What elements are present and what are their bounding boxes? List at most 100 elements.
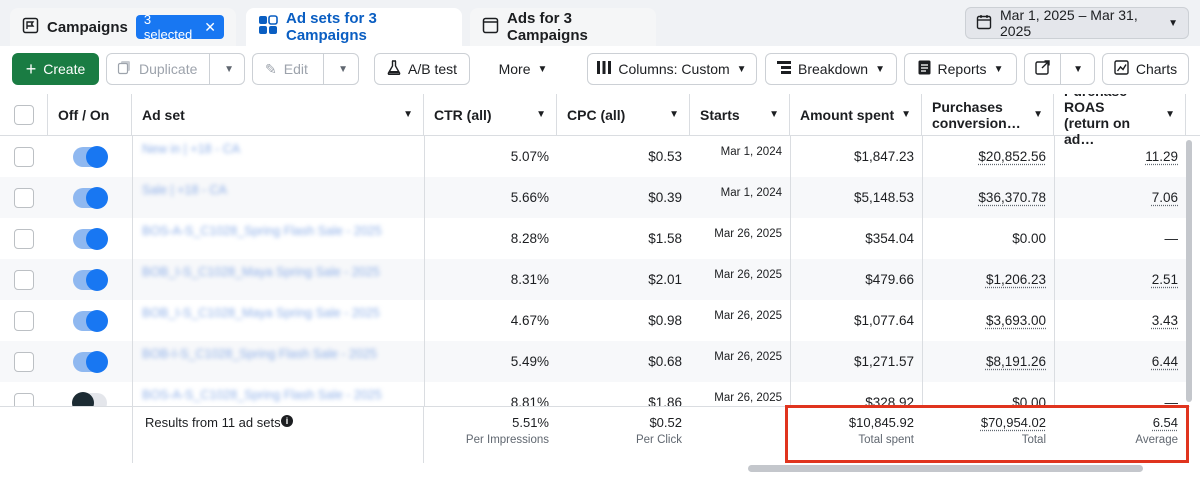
more-button[interactable]: More ▼ <box>478 53 568 85</box>
ad-set-name-link[interactable]: BOB-I-S_C1028_Spring Flash Sale - 2025 <box>142 347 377 361</box>
header-ctr-label: CTR (all) <box>434 107 492 123</box>
ad-set-name-link[interactable]: BOB_I-S_C1028_Maya Spring Sale - 2025 <box>142 265 380 279</box>
toggle-knob <box>86 186 108 209</box>
delivery-toggle[interactable] <box>73 268 108 291</box>
copy-icon <box>117 60 132 78</box>
ad-set-name-cell: BOB-I-S_C1028_Spring Flash Sale - 2025 <box>132 341 424 382</box>
row-checkbox[interactable] <box>14 269 34 290</box>
summary-roas-value[interactable]: 6.54 <box>1152 415 1178 430</box>
tab-ad-sets[interactable]: Ad sets for 3 Campaigns <box>246 8 462 46</box>
purchase-roas-value[interactable]: — <box>1164 231 1179 246</box>
purchase-roas-value[interactable]: 3.43 <box>1151 313 1178 328</box>
select-all-checkbox[interactable] <box>13 105 34 125</box>
table-row[interactable]: BOB_I-S_C1028_Maya Spring Sale - 2025 4.6… <box>0 300 1190 341</box>
purchase-roas-value[interactable]: 11.29 <box>1145 149 1178 164</box>
delivery-toggle[interactable] <box>73 186 108 209</box>
header-ctr[interactable]: CTR (all) ▼ <box>424 94 557 136</box>
sort-icon[interactable]: ▼ <box>769 109 779 120</box>
selected-badge[interactable]: 3 selected ✕ <box>135 12 224 42</box>
chevron-down-icon: ▼ <box>875 63 885 75</box>
pencil-icon: ✎ <box>265 60 277 77</box>
row-select-cell <box>0 259 48 300</box>
table-row[interactable]: BOB-I-S_C1028_Spring Flash Sale - 2025 5.… <box>0 341 1190 382</box>
export-button[interactable]: ▼ <box>1024 53 1095 85</box>
calendar-icon <box>976 14 992 33</box>
purchase-roas-value[interactable]: 2.51 <box>1151 272 1178 287</box>
delivery-toggle[interactable] <box>73 227 108 250</box>
summary-spent-sub: Total spent <box>858 434 914 446</box>
amount-spent-cell: $479.66 <box>865 272 914 287</box>
purchase-roas-cell: 6.44 <box>1054 341 1186 382</box>
ad-set-name-link[interactable]: BOS-A-S_C1028_Spring Flash Sale - 2025 <box>142 388 382 402</box>
ad-set-name-link[interactable]: BOB_I-S_C1028_Maya Spring Sale - 2025 <box>142 306 380 320</box>
duplicate-button[interactable]: Duplicate ▼ <box>106 53 245 85</box>
table-row[interactable]: Sale | +18 - CA 5.66% $0.39 Mar 1, 2024 $5,1… <box>0 177 1190 218</box>
header-cpc[interactable]: CPC (all) ▼ <box>557 94 690 136</box>
purchases-value[interactable]: $36,370.78 <box>978 190 1046 205</box>
breakdown-button[interactable]: Breakdown ▼ <box>765 53 897 85</box>
header-off-on[interactable]: Off / On <box>48 94 132 136</box>
vertical-scrollbar[interactable] <box>1186 140 1192 402</box>
header-purchases-value[interactable]: Purchases conversion… ▼ <box>922 94 1054 136</box>
table-row[interactable]: BOS-A-S_C1028_Spring Flash Sale - 2025 8.… <box>0 218 1190 259</box>
sort-icon[interactable]: ▼ <box>901 109 911 120</box>
ad-set-name-link[interactable]: BOS-A-S_C1028_Spring Flash Sale - 2025 <box>142 224 382 238</box>
close-icon[interactable]: ✕ <box>204 18 216 35</box>
header-ad-set[interactable]: Ad set ▼ <box>132 94 424 136</box>
purchases-value[interactable]: $8,191.26 <box>985 354 1046 369</box>
purchases-value[interactable]: $1,206.23 <box>985 272 1046 287</box>
tab-ads-label: Ads for 3 Campaigns <box>507 10 588 44</box>
sort-icon[interactable]: ▼ <box>669 109 679 120</box>
info-icon[interactable]: i <box>281 415 293 427</box>
chevron-down-icon[interactable]: ▼ <box>224 63 234 75</box>
purchase-roas-value[interactable]: 6.44 <box>1151 354 1178 369</box>
cpc-cell: $0.98 <box>648 313 682 328</box>
charts-button[interactable]: Charts <box>1102 53 1189 85</box>
ad-set-name-link[interactable]: New in | +18 - CA <box>142 142 241 156</box>
summary-ctr-sub: Per Impressions <box>465 434 549 446</box>
row-checkbox[interactable] <box>14 146 34 167</box>
ab-test-button[interactable]: A/B test <box>374 53 470 85</box>
starts-cell: Mar 26, 2025 <box>714 310 782 322</box>
sort-icon[interactable]: ▼ <box>1033 109 1043 120</box>
row-checkbox[interactable] <box>14 187 34 208</box>
row-toggle-cell <box>48 177 132 218</box>
table-row[interactable]: New in | +18 - CA 5.07% $0.53 Mar 1, 2024 $1… <box>0 136 1190 177</box>
cpc-cell: $0.68 <box>648 354 682 369</box>
ad-set-name-link[interactable]: Sale | +18 - CA <box>142 183 227 197</box>
highlight-box <box>785 405 1189 463</box>
purchases-value[interactable]: $3,693.00 <box>985 313 1046 328</box>
purchases-value-cell: $20,852.56 <box>922 136 1054 177</box>
tab-ads[interactable]: Ads for 3 Campaigns <box>470 8 656 46</box>
header-starts[interactable]: Starts ▼ <box>690 94 790 136</box>
ctr-cell: 5.66% <box>510 190 549 205</box>
delivery-toggle[interactable] <box>73 350 108 373</box>
horizontal-scrollbar[interactable] <box>748 465 1143 472</box>
date-range-picker[interactable]: Mar 1, 2025 – Mar 31, 2025 ▼ <box>965 7 1189 39</box>
purchases-value[interactable]: $20,852.56 <box>978 149 1046 164</box>
header-purchase-roas[interactable]: Purchase ROAS (return on ad… ▼ <box>1054 94 1186 147</box>
summary-cpc-sub: Per Click <box>635 434 682 446</box>
tab-campaigns[interactable]: Campaigns 3 selected ✕ <box>10 8 236 46</box>
table-row[interactable]: BOB_I-S_C1028_Maya Spring Sale - 2025 8.3… <box>0 259 1190 300</box>
chevron-down-icon[interactable]: ▼ <box>1073 63 1083 75</box>
delivery-toggle[interactable] <box>73 309 108 332</box>
row-checkbox[interactable] <box>14 351 34 372</box>
edit-button[interactable]: ✎ Edit ▼ <box>252 53 359 85</box>
amount-spent-cell: $5,148.53 <box>853 190 914 205</box>
row-checkbox[interactable] <box>14 228 34 249</box>
purchases-value[interactable]: $0.00 <box>1012 231 1046 246</box>
sort-icon[interactable]: ▼ <box>536 109 546 120</box>
chevron-down-icon[interactable]: ▼ <box>338 63 348 75</box>
starts-cell: Mar 26, 2025 <box>714 392 782 404</box>
summary-purchases-value[interactable]: $70,954.02 <box>980 415 1046 430</box>
delivery-toggle[interactable] <box>73 145 108 168</box>
reports-button[interactable]: Reports ▼ <box>904 53 1017 85</box>
sort-icon[interactable]: ▼ <box>403 109 413 120</box>
row-checkbox[interactable] <box>14 310 34 331</box>
purchase-roas-value[interactable]: 7.06 <box>1151 190 1178 205</box>
columns-button[interactable]: Columns: Custom ▼ <box>587 53 757 85</box>
header-amount-spent[interactable]: Amount spent ▼ <box>790 94 922 136</box>
sort-icon[interactable]: ▼ <box>1165 109 1175 120</box>
create-button[interactable]: + Create <box>12 53 99 85</box>
